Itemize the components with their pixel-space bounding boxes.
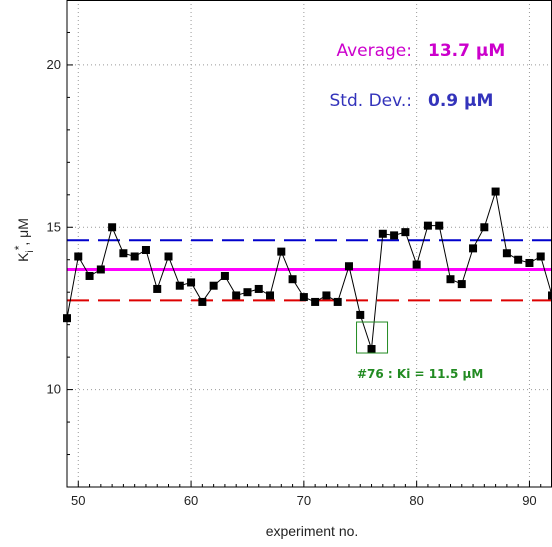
data-point <box>514 255 523 264</box>
x-tick-label: 80 <box>409 493 423 508</box>
y-tick-label: 15 <box>47 219 61 234</box>
data-point <box>254 284 263 293</box>
data-point <box>277 247 286 256</box>
plot-border <box>66 0 552 488</box>
data-point <box>266 291 275 300</box>
data-point <box>85 271 94 280</box>
data-point <box>401 228 410 237</box>
data-point <box>74 252 83 261</box>
data-point <box>502 249 511 258</box>
data-point <box>198 297 207 306</box>
data-point <box>446 275 455 284</box>
data-point <box>525 258 534 267</box>
axis-ticks: 50 60 70 80 90 10 15 20 <box>47 31 552 508</box>
data-point <box>435 221 444 230</box>
outlier-highlight-box <box>356 321 389 354</box>
data-point <box>119 249 128 258</box>
data-point <box>536 252 545 261</box>
data-point <box>153 284 162 293</box>
outlier-callout: #76 : Ki = 11.5 μM <box>357 367 483 381</box>
std-dev-value: 0.9 μM <box>428 91 493 111</box>
data-point <box>423 221 432 230</box>
data-point <box>367 345 376 354</box>
data-point <box>243 288 252 297</box>
y-axis-title: Ki*, μM <box>12 218 36 262</box>
data-point <box>344 262 353 271</box>
data-point <box>378 229 387 238</box>
data-point <box>457 280 466 289</box>
std-dev-label: Std. Dev.: <box>330 91 412 111</box>
data-point <box>491 187 500 196</box>
data-point <box>412 260 421 269</box>
data-series <box>63 187 552 354</box>
data-point <box>469 244 478 253</box>
data-point <box>187 278 196 287</box>
y-axis-title-sub: i <box>25 250 36 252</box>
data-point <box>322 291 331 300</box>
data-point <box>209 281 218 290</box>
series-line <box>66 191 552 350</box>
x-tick-label: 60 <box>184 493 198 508</box>
data-point <box>175 281 184 290</box>
data-point <box>548 291 552 300</box>
data-point <box>288 275 297 284</box>
data-point <box>333 297 342 306</box>
data-point <box>141 245 150 254</box>
x-tick-label: 50 <box>71 493 85 508</box>
data-point <box>164 252 173 261</box>
average-label: Average: <box>336 41 412 61</box>
x-axis-title: experiment no. <box>266 523 359 539</box>
plot-frame <box>66 0 552 488</box>
y-axis-title-sup: * <box>12 245 26 250</box>
average-value: 13.7 μM <box>428 41 505 61</box>
svg-text:Ki*, μM: Ki*, μM <box>12 218 36 262</box>
x-tick-label: 90 <box>522 493 536 508</box>
data-point <box>108 223 117 232</box>
y-tick-label: 10 <box>47 382 61 397</box>
data-point <box>130 252 139 261</box>
data-point <box>220 271 229 280</box>
data-point <box>356 310 365 319</box>
y-axis-title-main: K <box>15 252 31 262</box>
y-tick-label: 20 <box>47 57 61 72</box>
x-tick-label: 70 <box>297 493 311 508</box>
grid-lines <box>67 0 552 487</box>
data-point <box>232 291 241 300</box>
data-point <box>311 297 320 306</box>
data-point <box>480 223 489 232</box>
reference-lines <box>67 239 552 302</box>
data-point <box>390 231 399 240</box>
data-point <box>96 265 105 274</box>
y-axis-title-tail: , μM <box>15 218 31 246</box>
data-point <box>299 293 308 302</box>
